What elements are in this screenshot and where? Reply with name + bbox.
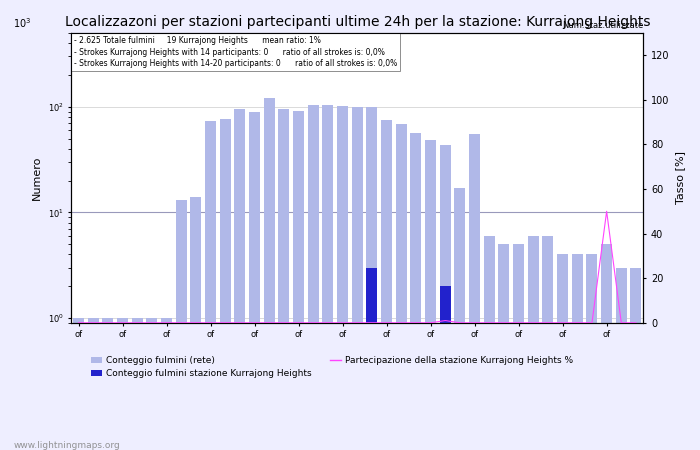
Bar xyxy=(117,318,128,450)
Legend: Conteggio fulmini (rete), Conteggio fulmini stazione Kurrajong Heights, Partecip: Conteggio fulmini (rete), Conteggio fulm… xyxy=(88,352,577,382)
Bar xyxy=(264,98,275,450)
Bar xyxy=(381,120,392,450)
Bar xyxy=(528,236,539,450)
Bar xyxy=(132,318,143,450)
Bar xyxy=(454,188,466,450)
Bar xyxy=(410,133,421,450)
Bar xyxy=(249,112,260,450)
Bar xyxy=(366,107,377,450)
Bar xyxy=(323,105,333,450)
Bar xyxy=(161,318,172,450)
Bar xyxy=(484,236,495,450)
Bar xyxy=(572,254,583,450)
Bar xyxy=(176,200,187,450)
Bar xyxy=(498,244,510,450)
Bar xyxy=(542,236,554,450)
Bar xyxy=(425,140,436,450)
Text: www.lightningmaps.org: www.lightningmaps.org xyxy=(14,441,120,450)
Y-axis label: Tasso [%]: Tasso [%] xyxy=(675,151,685,204)
Y-axis label: Numero: Numero xyxy=(32,156,42,200)
Bar xyxy=(308,105,318,450)
Bar xyxy=(557,254,568,450)
Bar xyxy=(337,106,348,450)
Bar xyxy=(366,268,377,450)
Bar xyxy=(234,108,246,450)
Bar xyxy=(440,145,451,450)
Bar xyxy=(102,318,113,450)
Text: - 2.625 Totale fulmini     19 Kurrajong Heights      mean ratio: 1%
- Strokes Ku: - 2.625 Totale fulmini 19 Kurrajong Heig… xyxy=(74,36,398,68)
Bar xyxy=(293,111,304,450)
Bar xyxy=(601,244,612,450)
Bar xyxy=(616,268,626,450)
Text: Num.Staz.utilizzate: Num.Staz.utilizzate xyxy=(562,21,643,30)
Bar xyxy=(88,318,99,450)
Bar xyxy=(205,121,216,450)
Bar xyxy=(395,125,407,450)
Bar xyxy=(440,286,451,450)
Title: Localizzazoni per stazioni partecipanti ultime 24h per la stazione: Kurrajong He: Localizzazoni per stazioni partecipanti … xyxy=(64,15,650,29)
Bar xyxy=(587,254,598,450)
Bar xyxy=(279,109,289,450)
Bar xyxy=(513,244,524,450)
Bar xyxy=(220,119,231,450)
Text: $10^3$: $10^3$ xyxy=(13,16,32,30)
Bar xyxy=(631,268,641,450)
Bar xyxy=(469,134,480,450)
Bar xyxy=(73,318,84,450)
Bar xyxy=(190,197,202,450)
Bar xyxy=(352,107,363,450)
Bar xyxy=(146,318,158,450)
